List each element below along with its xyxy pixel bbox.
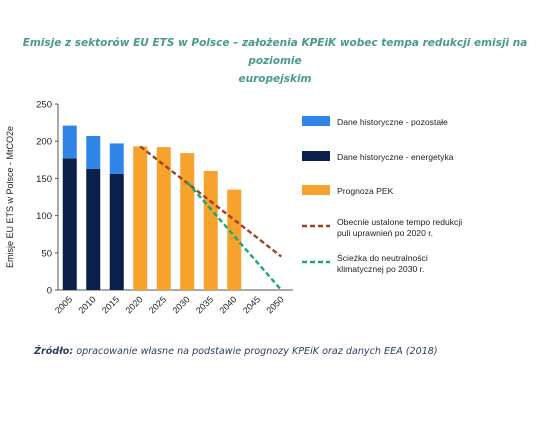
- x-tick-label: 2040: [217, 294, 238, 315]
- legend-label-line: Dane historyczne - pozostałe: [337, 117, 448, 127]
- y-tick-label: 150: [36, 174, 52, 185]
- y-tick-label: 0: [47, 286, 52, 297]
- y-tick-label: 200: [36, 137, 52, 148]
- legend-label-line: puli uprawnień po 2020 r.: [337, 228, 433, 238]
- legend-swatch: [302, 151, 330, 161]
- source-note: Źródło: opracowanie własne na podstawie …: [34, 346, 438, 357]
- x-ticks: 2005 2010 2015 2020 2025 2030 2035 2040 2045 2050: [53, 294, 286, 315]
- bar-2010: [86, 135, 101, 169]
- source-label: Źródło:: [34, 346, 74, 357]
- x-tick-label: 2015: [100, 294, 121, 315]
- source-text: opracowanie własne na podstawie prognozy…: [73, 346, 438, 357]
- y-axis-label-group: Emisje EU ETS w Polsce - MtCO2e: [5, 126, 15, 268]
- bar-2040: [227, 189, 242, 290]
- legend: Dane historyczne - pozostałe Dane history…: [302, 116, 462, 274]
- x-tick-label: 2035: [194, 294, 215, 315]
- chart-title-line-2: europejskim: [238, 73, 312, 85]
- x-tick-label: 2025: [147, 294, 168, 315]
- x-tick-label: 2050: [264, 294, 285, 315]
- bar-2010: [86, 168, 101, 290]
- legend-label: Dane historyczne - pozostałe: [337, 117, 448, 127]
- bar-2005: [62, 158, 77, 290]
- y-tick-label: 50: [41, 248, 52, 259]
- bar-2020: [133, 146, 148, 290]
- bar-2005: [62, 125, 77, 159]
- bar-2030: [180, 153, 195, 290]
- legend-swatch: [302, 116, 330, 126]
- x-tick-label: 2020: [123, 294, 144, 315]
- legend-label-line: Obecnie ustalone tempo redukcji: [337, 217, 462, 227]
- x-tick-label: 2030: [170, 294, 191, 315]
- chart-title: Emisje z sektorów EU ETS w Polsce – zało…: [0, 34, 550, 88]
- legend-label: Prognoza PEK: [337, 186, 394, 196]
- chart-title-line-1: Emisje z sektorów EU ETS w Polsce – zało…: [22, 37, 528, 67]
- legend-label: Obecnie ustalone tempo redukcji puli upra…: [337, 217, 462, 238]
- legend-label-line: Prognoza PEK: [337, 186, 394, 196]
- y-ticks: 0 50 100 150 200 250: [36, 100, 58, 297]
- y-tick-label: 100: [36, 211, 52, 222]
- legend-label: Ścieżka do neutralności klimatycznej po 2…: [337, 252, 428, 274]
- bar-2015: [109, 143, 124, 174]
- legend-swatch: [302, 185, 330, 195]
- y-axis-label: Emisje EU ETS w Polsce - MtCO2e: [5, 126, 15, 268]
- legend-label-line: Dane historyczne - energetyka: [337, 152, 454, 162]
- x-tick-label: 2010: [76, 294, 97, 315]
- legend-label: Dane historyczne - energetyka: [337, 152, 454, 162]
- legend-label-line: Ścieżka do neutralności: [337, 252, 428, 263]
- x-tick-label: 2005: [53, 294, 74, 315]
- trend-lines: [139, 145, 283, 291]
- bar-2015: [109, 173, 124, 290]
- x-tick-label: 2045: [241, 294, 262, 315]
- legend-label-line: klimatycznej po 2030 r.: [337, 264, 424, 274]
- bars: [62, 125, 242, 290]
- trend-line-1: [139, 145, 282, 258]
- y-tick-label: 250: [36, 100, 52, 111]
- bar-2035: [203, 170, 218, 290]
- bar-2025: [156, 147, 171, 290]
